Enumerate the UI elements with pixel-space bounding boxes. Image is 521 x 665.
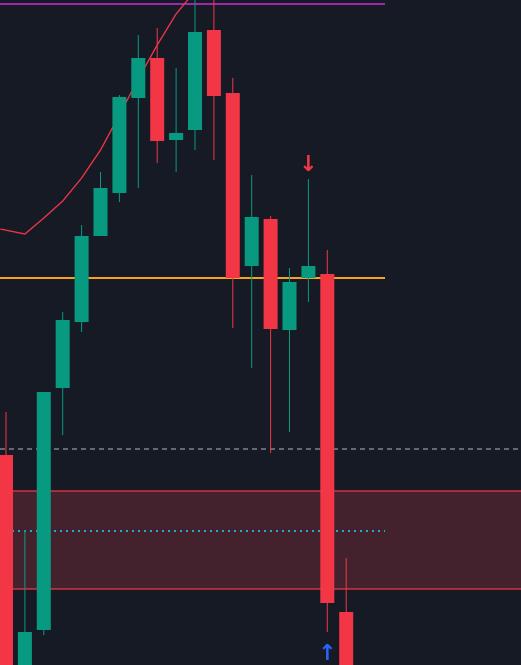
bullish-candle[interactable]	[282, 268, 297, 432]
bullish-candle[interactable]	[93, 172, 108, 236]
candle-body	[169, 133, 184, 140]
zone-fill	[0, 491, 521, 589]
bullish-candle[interactable]	[169, 68, 184, 172]
candle-body	[0, 455, 13, 665]
bearish-candle[interactable]	[206, 0, 221, 160]
candle-body	[55, 320, 70, 388]
bullish-candle[interactable]	[74, 225, 89, 332]
bearish-candle[interactable]	[150, 28, 165, 163]
bearish-candle[interactable]	[339, 558, 354, 665]
candle-body	[131, 58, 146, 98]
candle-body	[320, 274, 335, 603]
candle-body	[206, 30, 221, 96]
buy-signal-arrow-icon: ↑	[318, 641, 336, 665]
candle-body	[36, 392, 51, 630]
bullish-candle[interactable]	[17, 530, 32, 665]
bullish-candle[interactable]	[131, 35, 146, 188]
moving-average-line	[0, 0, 189, 235]
bullish-candle[interactable]	[244, 175, 259, 368]
supply-demand-zone	[0, 490, 521, 590]
candles	[0, 0, 354, 665]
candle-body	[74, 236, 89, 322]
bullish-candle[interactable]	[112, 95, 127, 202]
bearish-candle[interactable]	[0, 412, 13, 665]
sell-signal-arrow-icon: ↓	[299, 152, 317, 177]
candle-body	[244, 217, 259, 266]
candle-body	[188, 32, 202, 130]
bullish-candle[interactable]	[36, 392, 51, 635]
bullish-candle[interactable]	[188, 0, 202, 150]
bearish-candle[interactable]	[263, 216, 278, 453]
signals: ↓↑	[299, 152, 336, 665]
candle-body	[282, 282, 297, 330]
bearish-candle[interactable]	[320, 250, 335, 632]
candle-body	[112, 97, 127, 193]
candle-body	[301, 266, 316, 278]
moving-average	[0, 0, 189, 235]
bearish-candle[interactable]	[225, 78, 240, 328]
bullish-candle[interactable]	[55, 312, 70, 435]
candle-body	[263, 219, 278, 329]
candle-body	[17, 632, 32, 665]
candle-body	[339, 612, 354, 665]
candle-body	[225, 93, 240, 278]
candle-body	[93, 188, 108, 236]
candle-body	[150, 58, 165, 141]
bullish-candle[interactable]	[301, 179, 316, 302]
